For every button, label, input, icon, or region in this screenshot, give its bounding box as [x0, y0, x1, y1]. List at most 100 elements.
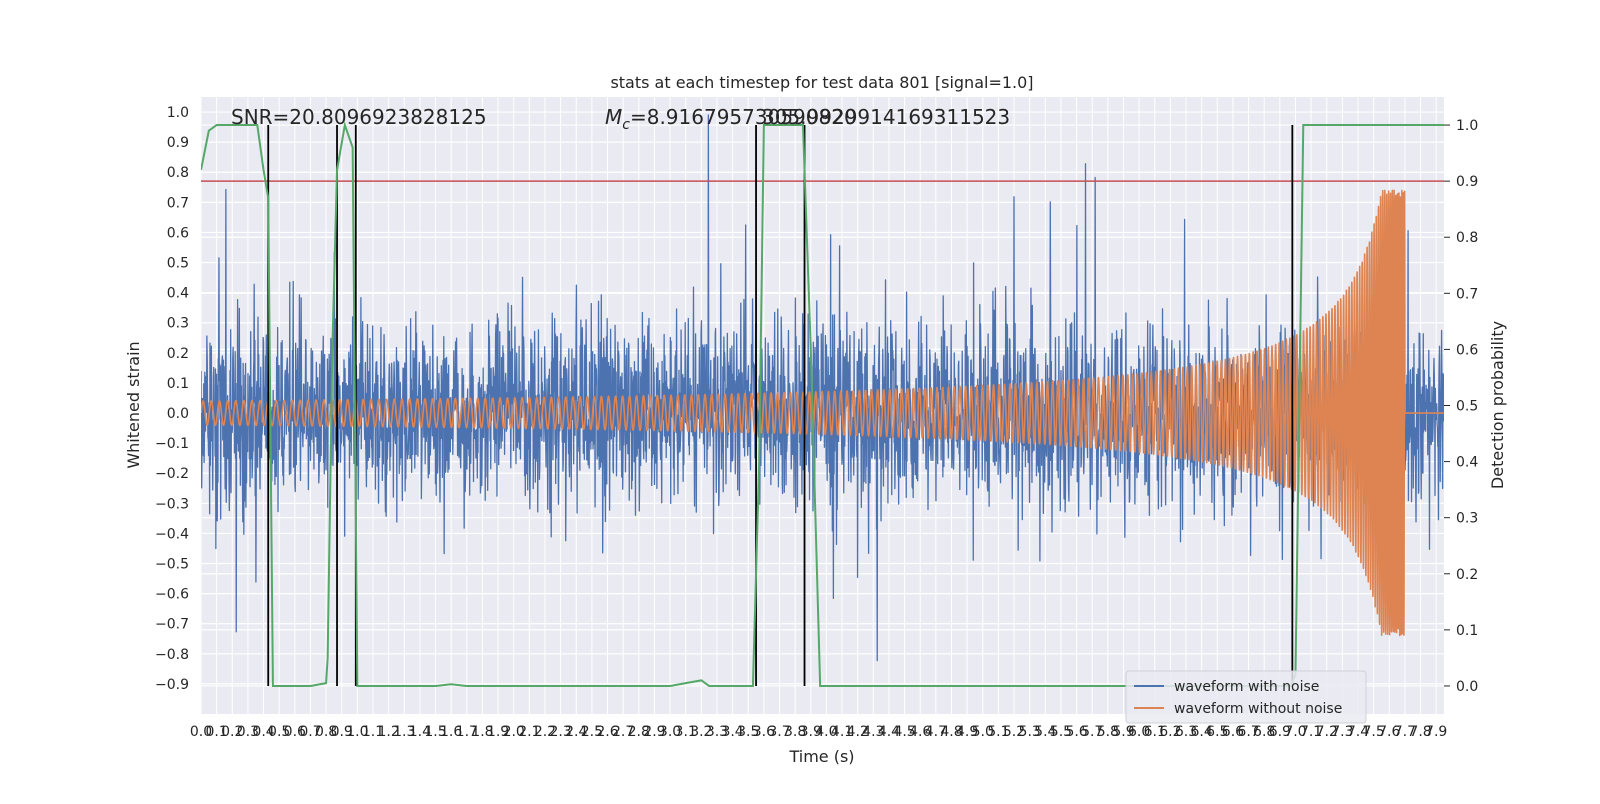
x-tick-label: 6.1 — [1144, 724, 1166, 740]
snr-annotation: SNR=20.8096923828125 — [231, 105, 487, 129]
x-tick-label: 3.4 — [721, 724, 743, 740]
x-tick-label: 0.4 — [252, 724, 274, 740]
y-tick-label: −0.1 — [155, 436, 189, 452]
x-tick-label: 0.1 — [206, 724, 228, 740]
x-tick-label: 0.8 — [315, 724, 337, 740]
x-tick-label: 1.5 — [424, 724, 446, 740]
x-tick-label: 6.6 — [1222, 724, 1244, 740]
x-tick-label: 4.5 — [893, 724, 915, 740]
x-tick-label: 7.9 — [1425, 724, 1447, 740]
ticks: 0.00.10.20.30.40.50.60.70.80.91.01.11.21… — [155, 105, 1478, 740]
x-tick-label: 6.0 — [1128, 724, 1150, 740]
x-tick-label: 0.3 — [237, 724, 259, 740]
x-tick-label: 5.5 — [1050, 724, 1072, 740]
x-tick-label: 5.7 — [1081, 724, 1103, 740]
x-tick-label: 6.4 — [1191, 724, 1213, 740]
x-tick-label: 7.4 — [1347, 724, 1369, 740]
y2-tick-label: 0.4 — [1456, 455, 1478, 471]
x-tick-label: 4.1 — [831, 724, 853, 740]
x-tick-label: 0.9 — [331, 724, 353, 740]
mc-symbol: M — [605, 105, 622, 129]
x-tick-label: 1.8 — [471, 724, 493, 740]
y2-tick-label: 0.2 — [1456, 567, 1478, 583]
y-tick-label: −0.5 — [155, 557, 189, 573]
x-tick-label: 1.6 — [440, 724, 462, 740]
x-tick-label: 1.7 — [456, 724, 478, 740]
x-tick-label: 4.3 — [862, 724, 884, 740]
x-tick-label: 5.0 — [972, 724, 994, 740]
x-tick-label: 7.3 — [1331, 724, 1353, 740]
detection-probability-line — [201, 121, 1444, 687]
y2-tick-label: 0.5 — [1456, 399, 1478, 415]
y-tick-label: 0.7 — [167, 195, 189, 211]
clean-waveform-line — [201, 189, 1444, 637]
x-tick-label: 3.2 — [690, 724, 712, 740]
x-tick-label: 6.7 — [1237, 724, 1259, 740]
y-tick-label: −0.9 — [155, 677, 189, 693]
x-tick-label: 7.7 — [1394, 724, 1416, 740]
y2-axis-label: Detection probability — [1488, 321, 1507, 489]
x-tick-label: 1.2 — [377, 724, 399, 740]
x-tick-label: 5.6 — [1065, 724, 1087, 740]
x-tick-label: 4.4 — [878, 724, 900, 740]
x-tick-label: 0.2 — [221, 724, 243, 740]
legend-label-clean: waveform without noise — [1174, 701, 1342, 717]
mc-value: =8.916795730590820 — [630, 105, 857, 129]
probability-layer — [201, 121, 1444, 687]
y-tick-label: −0.3 — [155, 496, 189, 512]
y-tick-label: −0.4 — [155, 526, 189, 542]
x-tick-label: 6.8 — [1253, 724, 1275, 740]
y2-tick-label: 0.9 — [1456, 174, 1478, 190]
x-tick-label: 7.2 — [1316, 724, 1338, 740]
x-tick-label: 6.2 — [1159, 724, 1181, 740]
y-tick-label: −0.8 — [155, 647, 189, 663]
mc-subscript: c — [622, 117, 630, 133]
x-tick-label: 3.0 — [659, 724, 681, 740]
overlap-annotation: 305.9929914169311523 — [762, 105, 1010, 129]
x-tick-label: 0.0 — [190, 724, 212, 740]
x-tick-label: 2.6 — [596, 724, 618, 740]
x-tick-label: 7.0 — [1284, 724, 1306, 740]
x-tick-label: 0.7 — [299, 724, 321, 740]
x-tick-label: 6.5 — [1206, 724, 1228, 740]
x-tick-label: 2.8 — [628, 724, 650, 740]
legend: waveform with noise waveform without noi… — [1125, 670, 1367, 724]
x-tick-label: 5.1 — [987, 724, 1009, 740]
x-tick-label: 3.8 — [784, 724, 806, 740]
y-tick-label: 0.2 — [167, 346, 189, 362]
y-tick-label: −0.6 — [155, 587, 189, 603]
x-tick-label: 2.4 — [565, 724, 587, 740]
y-tick-label: 0.1 — [167, 376, 189, 392]
y-axis-label: Whitened strain — [124, 341, 143, 468]
y-tick-label: 1.0 — [167, 105, 189, 121]
y-tick-label: 0.5 — [167, 256, 189, 272]
x-tick-label: 5.2 — [1003, 724, 1025, 740]
mc-annotation: Mc=8.916795730590820 — [605, 105, 857, 133]
x-tick-label: 1.9 — [487, 724, 509, 740]
x-tick-label: 2.3 — [549, 724, 571, 740]
legend-box — [1125, 670, 1367, 724]
x-tick-label: 7.8 — [1409, 724, 1431, 740]
y-tick-label: 0.8 — [167, 165, 189, 181]
y2-tick-label: 1.0 — [1456, 118, 1478, 134]
x-tick-label: 0.6 — [284, 724, 306, 740]
x-tick-label: 2.5 — [581, 724, 603, 740]
x-tick-label: 1.0 — [346, 724, 368, 740]
x-tick-label: 3.9 — [800, 724, 822, 740]
x-tick-label: 2.7 — [612, 724, 634, 740]
y-tick-label: 0.9 — [167, 135, 189, 151]
x-tick-label: 3.5 — [737, 724, 759, 740]
x-tick-label: 6.3 — [1175, 724, 1197, 740]
x-axis-label: Time (s) — [788, 747, 854, 766]
x-tick-label: 2.0 — [503, 724, 525, 740]
x-tick-label: 3.3 — [706, 724, 728, 740]
series-clean — [201, 189, 1444, 637]
y2-tick-label: 0.6 — [1456, 342, 1478, 358]
x-tick-label: 7.6 — [1378, 724, 1400, 740]
x-tick-label: 3.1 — [675, 724, 697, 740]
y2-tick-label: 0.7 — [1456, 286, 1478, 302]
y-tick-label: 0.6 — [167, 225, 189, 241]
y-tick-label: 0.4 — [167, 286, 189, 302]
